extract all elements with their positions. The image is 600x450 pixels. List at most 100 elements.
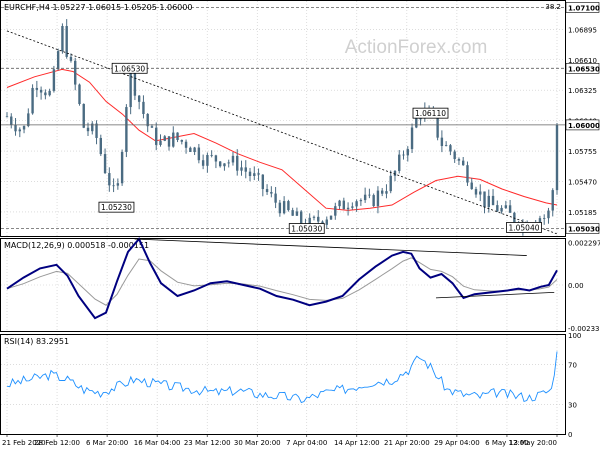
candle-body <box>31 87 34 114</box>
candle-body <box>491 195 495 206</box>
candle-body <box>415 118 418 128</box>
candle-body <box>287 201 290 211</box>
candlesticks <box>5 19 559 236</box>
candle-body <box>453 151 456 160</box>
candle-body <box>48 90 51 96</box>
candle-body <box>14 124 17 132</box>
candle-body <box>462 160 465 166</box>
macd-trendline <box>435 291 555 299</box>
candle-body <box>227 162 230 164</box>
candle-body <box>440 137 444 147</box>
candle-body <box>210 155 213 156</box>
candle-body <box>5 116 9 118</box>
candle-body <box>257 173 260 175</box>
candle-body <box>44 92 47 96</box>
candle-body <box>116 183 120 186</box>
candle-body <box>338 200 341 207</box>
candle-body <box>22 126 26 130</box>
price-tick-label: 1.06895 <box>568 26 597 34</box>
rsi-tick-label: 30 <box>568 401 577 409</box>
candle-body <box>355 201 358 207</box>
candle-body <box>261 174 265 190</box>
candle-body <box>479 191 482 195</box>
price-annotations: 1.06530 1.05230 1.06110 1.05030 1.05040 <box>98 62 542 234</box>
rsi-tick-label: 0 <box>568 431 572 439</box>
price-level-tag-label: 1.06000 <box>568 122 600 130</box>
price-panel-frame <box>0 0 566 237</box>
candle-body <box>56 51 60 70</box>
candle-body <box>133 69 137 96</box>
x-axis-label: 23 Mar 12:00 <box>184 439 231 447</box>
candle-body <box>193 147 196 153</box>
x-axis-label: 28 Feb 12:00 <box>34 439 80 447</box>
candle-body <box>265 189 269 193</box>
macd-tick-label: -0.002336 <box>568 325 600 333</box>
rsi-tick-label: 100 <box>568 332 581 340</box>
symbol-header: EURCHF,H4 1.05227 1.06015 1.05205 1.0600… <box>4 3 192 12</box>
candle-body <box>270 192 273 194</box>
x-axis-label: 7 Apr 04:00 <box>286 439 327 447</box>
candle-body <box>146 114 149 127</box>
candle-body <box>253 173 256 176</box>
x-axis-label: 29 Apr 04:00 <box>434 439 480 447</box>
candle-body <box>359 200 363 202</box>
price-annotation-box <box>412 107 449 119</box>
candle-body <box>466 165 469 183</box>
moving-average <box>6 68 558 211</box>
x-axis-label: 6 Mar 20:00 <box>86 439 128 447</box>
candle-body <box>142 101 145 115</box>
candle-body <box>103 154 107 174</box>
price-annotation-label: 1.05230 <box>101 203 132 212</box>
candle-body <box>150 126 154 128</box>
candle-body <box>389 175 392 192</box>
rsi-panel-frame <box>0 334 566 435</box>
candle-body <box>27 113 30 127</box>
candle-body <box>10 116 13 125</box>
x-axis-label: 16 Mar 04:00 <box>134 439 181 447</box>
x-axis-label: 6 May 12:00 <box>485 439 529 447</box>
candle-body <box>299 211 303 225</box>
candle-body <box>325 219 328 225</box>
macd-signal-line <box>6 257 558 306</box>
price-tick-label: 1.05470 <box>568 179 597 187</box>
candle-body <box>86 127 90 132</box>
candle-body <box>457 159 461 161</box>
price-annotation-label: 1.05040 <box>508 223 539 232</box>
y-axis-labels: 1.068951.066101.063251.060401.057551.054… <box>565 2 600 439</box>
candle-body <box>197 147 201 161</box>
macd-line <box>6 237 558 320</box>
macd-series <box>6 237 558 320</box>
x-axis-label: 21 Apr 20:00 <box>384 439 430 447</box>
price-level-tag-label: 1.06530 <box>568 65 600 73</box>
candle-body <box>551 190 554 211</box>
price-tick-label: 1.05185 <box>568 209 597 217</box>
candle-body <box>176 132 179 140</box>
macd-tick-label: 0.00 <box>568 282 584 290</box>
price-trendline <box>6 30 558 235</box>
candle-body <box>78 84 81 104</box>
candle-body <box>120 151 124 184</box>
price-level-tag <box>565 62 600 74</box>
candle-body <box>487 195 490 207</box>
rsi-label: RSI(14) 83.2951 <box>4 337 69 346</box>
price-level-tag-label: 1.07100 <box>568 4 600 12</box>
candle-body <box>39 89 43 93</box>
candle-body <box>214 155 218 162</box>
x-axis-label: 21 Feb 2020 <box>2 439 46 447</box>
rsi-line <box>6 351 558 404</box>
x-axis-label: 13 May 20:00 <box>509 439 557 447</box>
candle-body <box>500 207 503 212</box>
candle-body <box>398 154 401 171</box>
candle-body <box>334 206 337 216</box>
trend-lines <box>1 7 565 235</box>
candle-body <box>129 69 132 108</box>
macd-tick-label: 0.002297 <box>568 240 600 248</box>
candle-body <box>189 147 192 153</box>
price-annotation-box <box>111 62 148 74</box>
candle-body <box>410 127 414 150</box>
candle-body <box>159 140 162 145</box>
candle-body <box>163 136 166 141</box>
candle-body <box>172 132 175 147</box>
rsi-tick-label: 70 <box>568 362 577 370</box>
